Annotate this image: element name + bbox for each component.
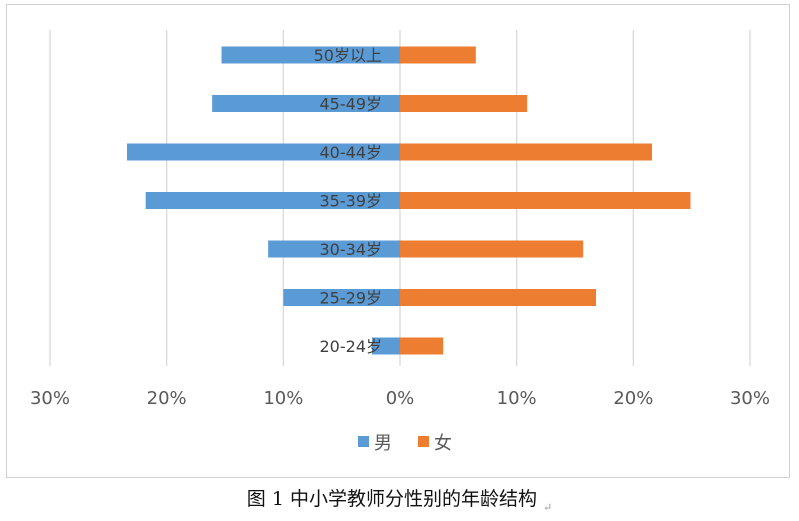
category-label: 25-29岁: [320, 289, 383, 308]
bar-female: [400, 240, 584, 258]
category-label: 30-34岁: [320, 240, 383, 259]
x-tick-label: 20%: [613, 388, 653, 409]
bar-female: [400, 95, 528, 112]
x-tick-label: 30%: [730, 388, 770, 409]
category-label: 35-39岁: [320, 192, 383, 211]
bar-female: [400, 289, 596, 306]
bar-male: [372, 337, 400, 355]
bar-male: [268, 240, 400, 258]
legend-label: 女: [434, 433, 452, 454]
x-tick-label: 10%: [497, 388, 537, 409]
bar-female: [400, 192, 691, 209]
legend-swatch: [358, 436, 369, 447]
bar-male: [145, 192, 400, 209]
bar-male: [283, 289, 400, 306]
category-label: 45-49岁: [320, 95, 383, 114]
bar-female: [400, 143, 652, 161]
paragraph-mark-icon: ↵: [542, 501, 553, 514]
category-label: 40-44岁: [320, 143, 383, 162]
legend-label: 男: [374, 433, 392, 454]
category-label: 50岁以上: [314, 46, 382, 65]
caption-text: 图 1 中小学教师分性别的年龄结构: [246, 488, 537, 510]
bar-female: [400, 337, 444, 355]
category-label: 20-24岁: [320, 337, 383, 356]
x-tick-label: 10%: [263, 388, 303, 409]
legend-swatch: [418, 436, 429, 447]
bar-male: [127, 143, 400, 161]
x-tick-label: 20%: [147, 388, 187, 409]
x-tick-label: 0%: [386, 388, 415, 409]
x-tick-label: 30%: [30, 388, 70, 409]
bar-male: [221, 46, 400, 64]
bar-female: [400, 46, 476, 64]
bar-male: [212, 95, 400, 112]
figure-caption: 图 1 中小学教师分性别的年龄结构 ↵: [0, 484, 799, 514]
